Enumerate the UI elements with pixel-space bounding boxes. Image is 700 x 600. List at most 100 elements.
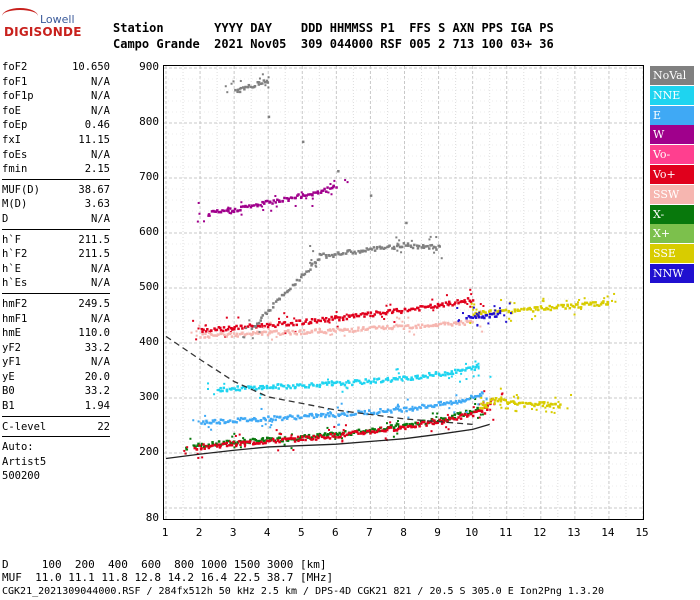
echo-point bbox=[359, 381, 362, 384]
echo-point bbox=[327, 191, 330, 194]
echo-point bbox=[485, 398, 488, 401]
y-tick-label: 900 bbox=[139, 60, 159, 73]
param-row: foF1 N/A bbox=[2, 75, 110, 90]
echo-point bbox=[496, 311, 500, 314]
echo-point bbox=[235, 324, 238, 328]
echo-point bbox=[403, 307, 407, 311]
echo-point bbox=[394, 424, 398, 427]
echo-point bbox=[562, 303, 565, 307]
echo-point bbox=[402, 327, 406, 330]
echo-point bbox=[238, 332, 242, 336]
echo-point bbox=[431, 418, 434, 421]
echo-point bbox=[527, 307, 530, 310]
echo-point bbox=[319, 319, 323, 323]
echo-point bbox=[261, 73, 264, 76]
echo-point bbox=[294, 283, 297, 286]
echo-point bbox=[473, 315, 477, 318]
echo-point bbox=[406, 309, 410, 313]
param-row: D N/A bbox=[2, 212, 110, 227]
echo-point bbox=[262, 439, 266, 443]
echo-point bbox=[267, 415, 270, 418]
echo-point bbox=[433, 404, 437, 407]
echo-point bbox=[375, 326, 379, 330]
echo-point bbox=[343, 434, 347, 438]
echo-point bbox=[198, 212, 201, 215]
echo-point bbox=[557, 304, 560, 307]
echo-point bbox=[324, 381, 328, 385]
echo-point bbox=[479, 325, 482, 328]
echo-point bbox=[264, 418, 267, 422]
echo-point bbox=[317, 435, 321, 438]
echo-point bbox=[454, 301, 457, 304]
echo-point bbox=[379, 312, 382, 316]
echo-point bbox=[386, 376, 389, 380]
echo-point bbox=[333, 432, 337, 436]
echo-point bbox=[380, 246, 384, 249]
echo-point bbox=[222, 386, 226, 390]
echo-point bbox=[467, 414, 470, 417]
echo-point bbox=[204, 414, 207, 417]
echo-point bbox=[431, 412, 434, 415]
echo-point bbox=[414, 425, 418, 428]
echo-point bbox=[441, 373, 445, 377]
echo-point bbox=[291, 437, 295, 440]
echo-point bbox=[207, 426, 210, 429]
echo-point bbox=[419, 305, 422, 308]
param-row-clevel: C-level 22 bbox=[2, 420, 110, 435]
echo-point bbox=[272, 302, 275, 305]
echo-point bbox=[396, 432, 399, 435]
echo-point bbox=[303, 434, 307, 437]
echo-point bbox=[403, 375, 406, 378]
echo-point bbox=[479, 312, 483, 315]
echo-point bbox=[276, 298, 279, 301]
echo-point bbox=[264, 199, 268, 203]
echo-point bbox=[197, 201, 200, 204]
echo-point bbox=[338, 431, 341, 435]
echo-point bbox=[448, 377, 451, 380]
echo-point bbox=[289, 386, 292, 390]
echo-point bbox=[260, 440, 263, 444]
echo-point bbox=[341, 390, 344, 393]
echo-point bbox=[546, 307, 550, 311]
echo-point bbox=[538, 401, 541, 404]
echo-point bbox=[415, 376, 419, 380]
echo-point bbox=[312, 191, 315, 194]
echo-point bbox=[258, 442, 261, 445]
echo-point bbox=[236, 441, 239, 444]
param-row: foEp 0.46 bbox=[2, 118, 110, 133]
x-tick-label: 15 bbox=[635, 526, 649, 539]
echo-point bbox=[423, 420, 426, 424]
echo-point bbox=[365, 313, 369, 316]
echo-point bbox=[282, 293, 286, 297]
echo-point bbox=[494, 309, 497, 312]
echo-point bbox=[309, 244, 312, 247]
echo-point bbox=[451, 401, 455, 405]
echo-point bbox=[348, 315, 351, 318]
echo-point bbox=[209, 422, 212, 425]
echo-point bbox=[337, 414, 341, 418]
echo-point bbox=[571, 304, 574, 308]
echo-point bbox=[210, 329, 213, 332]
echo-point bbox=[223, 209, 226, 213]
echo-point bbox=[407, 425, 410, 428]
echo-point bbox=[271, 202, 274, 205]
echo-point bbox=[473, 410, 476, 414]
echo-point bbox=[261, 82, 264, 85]
echo-point bbox=[451, 414, 454, 418]
echo-point bbox=[460, 372, 463, 375]
echo-point bbox=[447, 304, 450, 307]
echo-point bbox=[239, 446, 242, 449]
echo-point bbox=[264, 330, 267, 334]
echo-point bbox=[202, 328, 205, 332]
echo-point bbox=[335, 315, 338, 318]
echo-point bbox=[311, 436, 314, 439]
echo-point bbox=[565, 299, 568, 302]
echo-point bbox=[363, 312, 367, 316]
echo-point bbox=[334, 315, 337, 318]
echo-point bbox=[426, 376, 429, 379]
echo-point bbox=[535, 408, 538, 411]
echo-point bbox=[243, 440, 246, 443]
echo-point bbox=[467, 315, 471, 318]
echo-point bbox=[295, 333, 299, 336]
y-tick-label: 400 bbox=[139, 335, 159, 348]
